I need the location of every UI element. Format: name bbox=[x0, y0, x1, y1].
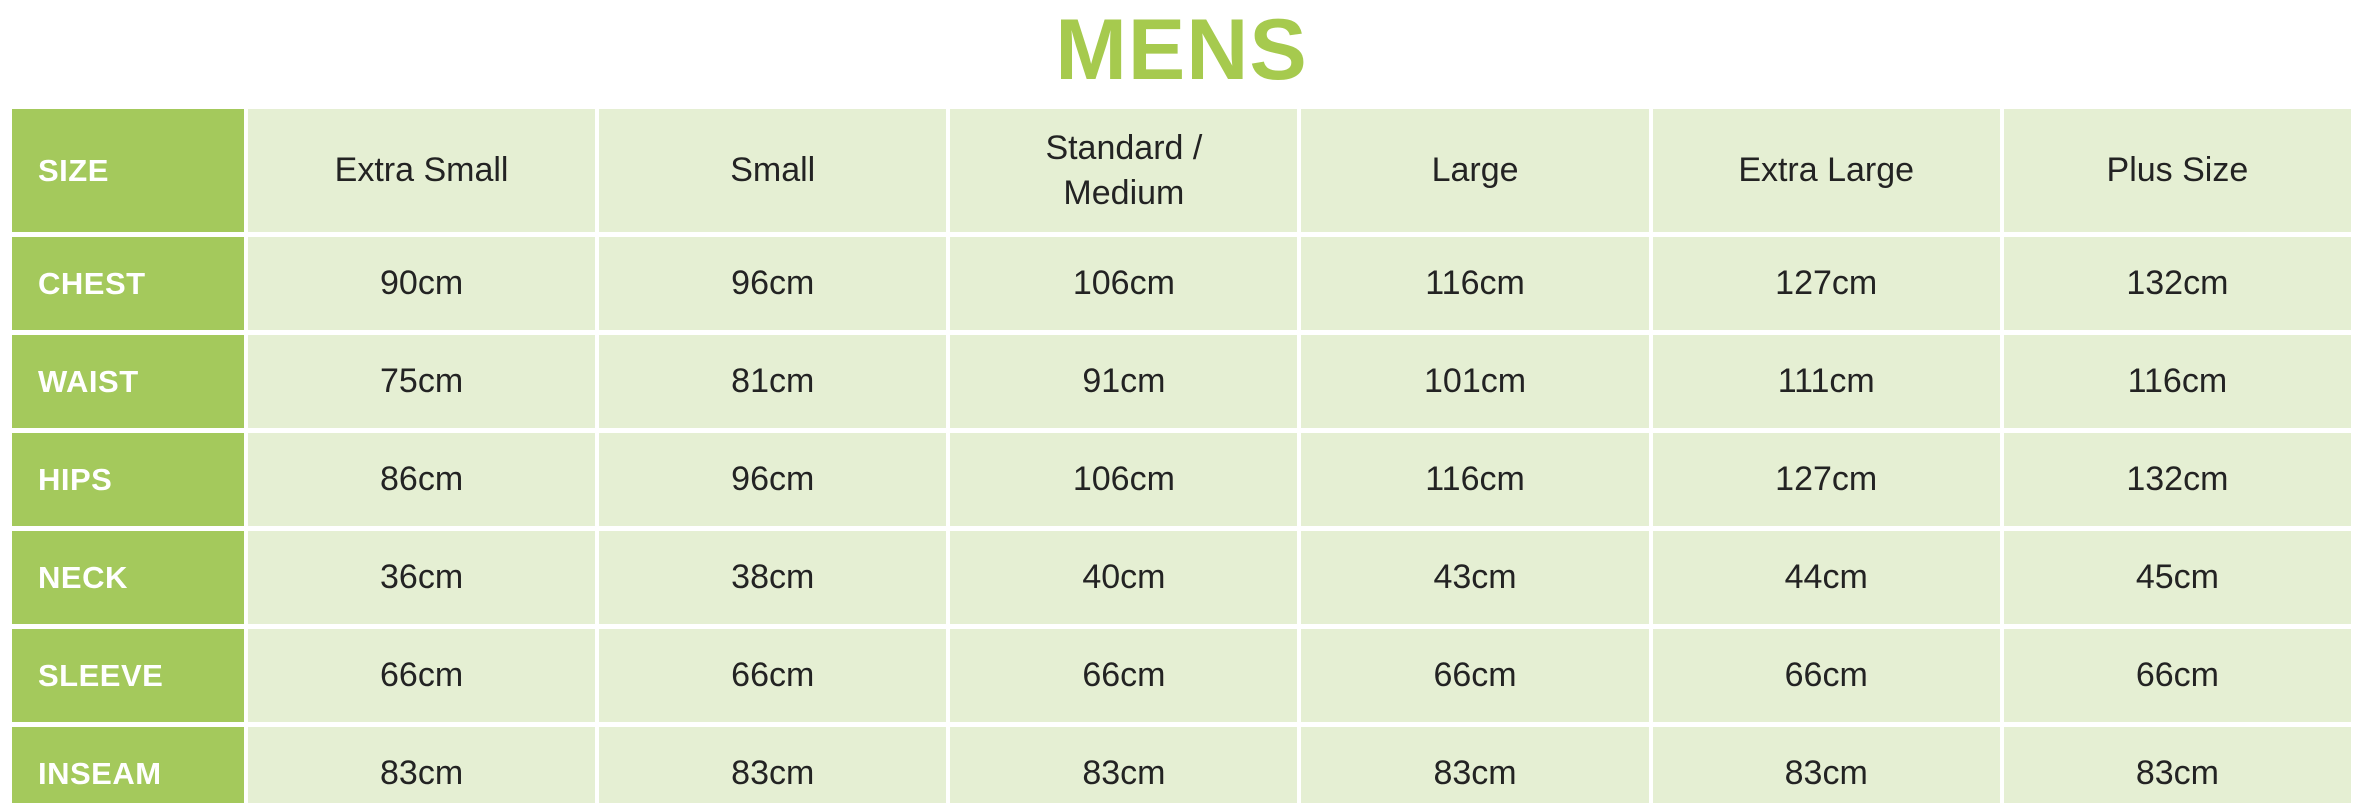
table-row-neck: NECK 36cm 38cm 40cm 43cm 44cm 45cm bbox=[12, 531, 2351, 624]
column-header-large: Large bbox=[1301, 109, 1649, 232]
table-row-chest: CHEST 90cm 96cm 106cm 116cm 127cm 132cm bbox=[12, 237, 2351, 330]
row-header-inseam: INSEAM bbox=[12, 727, 244, 803]
column-header-standard-medium: Standard / Medium bbox=[950, 109, 1298, 232]
column-header-label: Standard / Medium bbox=[1045, 129, 1203, 212]
table-row-hips: HIPS 86cm 96cm 106cm 116cm 127cm 132cm bbox=[12, 433, 2351, 526]
cell-waist-small: 81cm bbox=[599, 335, 947, 428]
cell-neck-standard-medium: 40cm bbox=[950, 531, 1298, 624]
column-header-label: Extra Large bbox=[1738, 151, 1915, 190]
cell-hips-extra-large: 127cm bbox=[1652, 433, 2000, 526]
column-header-extra-small: Extra Small bbox=[248, 109, 596, 232]
header-row: SIZE Extra Small Small Standard / Medium… bbox=[12, 109, 2351, 232]
cell-inseam-extra-small: 83cm bbox=[248, 727, 596, 803]
cell-neck-small: 38cm bbox=[599, 531, 947, 624]
cell-sleeve-extra-large: 66cm bbox=[1652, 629, 2000, 722]
row-header-neck: NECK bbox=[12, 531, 244, 624]
cell-sleeve-small: 66cm bbox=[599, 629, 947, 722]
cell-hips-large: 116cm bbox=[1301, 433, 1649, 526]
cell-hips-standard-medium: 106cm bbox=[950, 433, 1298, 526]
cell-chest-standard-medium: 106cm bbox=[950, 237, 1298, 330]
cell-waist-standard-medium: 91cm bbox=[950, 335, 1298, 428]
cell-sleeve-large: 66cm bbox=[1301, 629, 1649, 722]
cell-waist-extra-large: 111cm bbox=[1652, 335, 2000, 428]
column-header-label: Large bbox=[1431, 151, 1519, 190]
row-header-chest: CHEST bbox=[12, 237, 244, 330]
cell-neck-extra-small: 36cm bbox=[248, 531, 596, 624]
cell-sleeve-plus-size: 66cm bbox=[2003, 629, 2351, 722]
page-title: MENS bbox=[1055, 2, 1308, 98]
table-row-inseam: INSEAM 83cm 83cm 83cm 83cm 83cm 83cm bbox=[12, 727, 2351, 803]
row-header-waist: WAIST bbox=[12, 335, 244, 428]
cell-neck-plus-size: 45cm bbox=[2003, 531, 2351, 624]
column-header-small: Small bbox=[599, 109, 947, 232]
cell-sleeve-standard-medium: 66cm bbox=[950, 629, 1298, 722]
column-header-label: Plus Size bbox=[2106, 151, 2249, 190]
cell-inseam-plus-size: 83cm bbox=[2003, 727, 2351, 803]
cell-neck-extra-large: 44cm bbox=[1652, 531, 2000, 624]
cell-hips-small: 96cm bbox=[599, 433, 947, 526]
cell-waist-plus-size: 116cm bbox=[2003, 335, 2351, 428]
size-corner-header: SIZE bbox=[12, 109, 244, 232]
column-header-plus-size: Plus Size bbox=[2003, 109, 2351, 232]
column-header-label: Extra Small bbox=[334, 151, 509, 190]
cell-chest-extra-small: 90cm bbox=[248, 237, 596, 330]
column-header-label: Small bbox=[730, 151, 816, 190]
cell-hips-extra-small: 86cm bbox=[248, 433, 596, 526]
row-header-sleeve: SLEEVE bbox=[12, 629, 244, 722]
row-header-hips: HIPS bbox=[12, 433, 244, 526]
cell-sleeve-extra-small: 66cm bbox=[248, 629, 596, 722]
cell-inseam-small: 83cm bbox=[599, 727, 947, 803]
cell-inseam-standard-medium: 83cm bbox=[950, 727, 1298, 803]
cell-hips-plus-size: 132cm bbox=[2003, 433, 2351, 526]
mens-size-chart: SIZE Extra Small Small Standard / Medium… bbox=[8, 104, 2355, 803]
cell-chest-small: 96cm bbox=[599, 237, 947, 330]
table-row-waist: WAIST 75cm 81cm 91cm 101cm 111cm 116cm bbox=[12, 335, 2351, 428]
cell-chest-extra-large: 127cm bbox=[1652, 237, 2000, 330]
cell-chest-large: 116cm bbox=[1301, 237, 1649, 330]
table-row-sleeve: SLEEVE 66cm 66cm 66cm 66cm 66cm 66cm bbox=[12, 629, 2351, 722]
column-header-extra-large: Extra Large bbox=[1652, 109, 2000, 232]
cell-neck-large: 43cm bbox=[1301, 531, 1649, 624]
cell-waist-large: 101cm bbox=[1301, 335, 1649, 428]
cell-chest-plus-size: 132cm bbox=[2003, 237, 2351, 330]
cell-waist-extra-small: 75cm bbox=[248, 335, 596, 428]
cell-inseam-extra-large: 83cm bbox=[1652, 727, 2000, 803]
cell-inseam-large: 83cm bbox=[1301, 727, 1649, 803]
